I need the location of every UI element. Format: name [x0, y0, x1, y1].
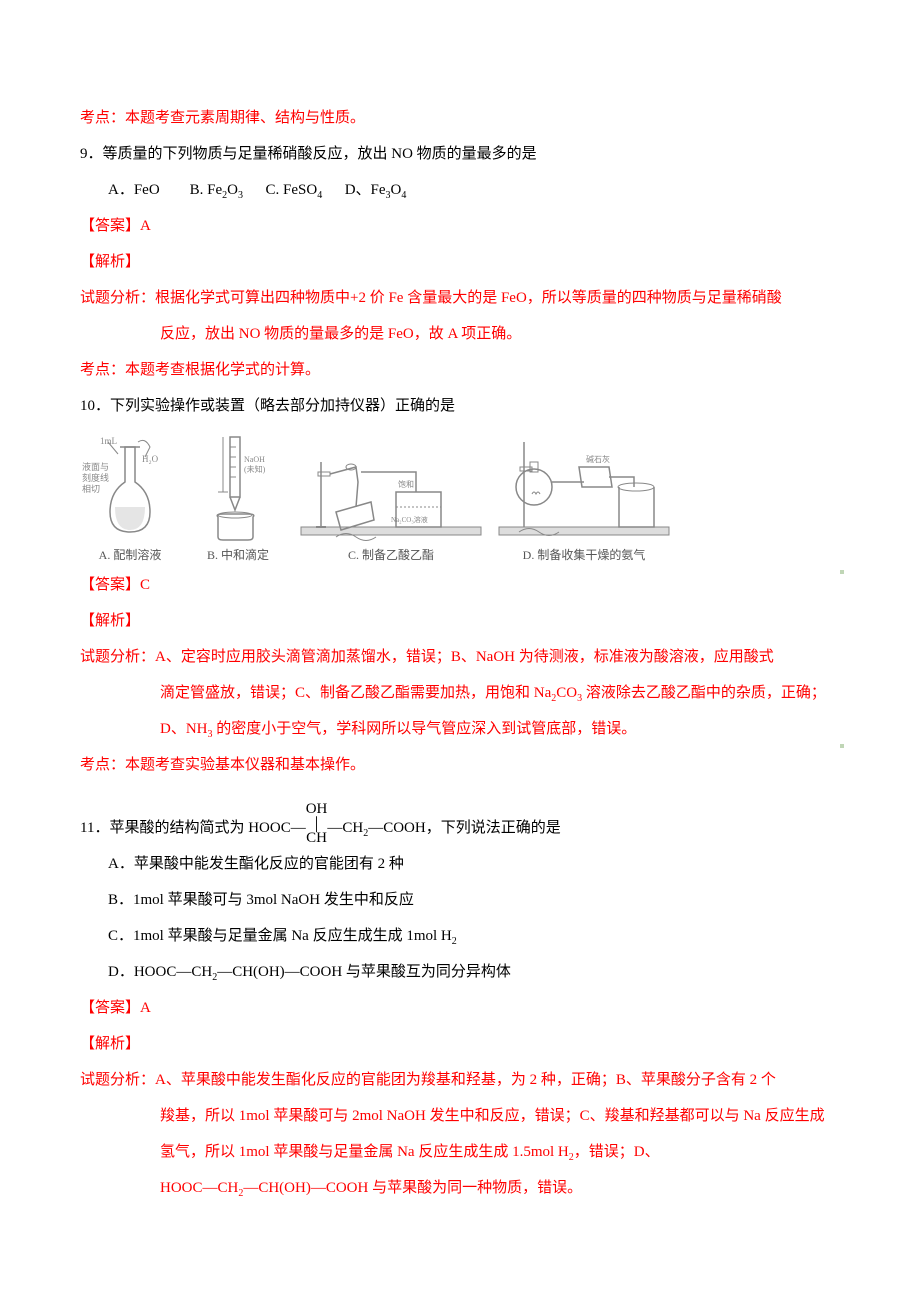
txt: —CH(OH)—COOH 与苹果酸为同一种物质，错误。 [243, 1180, 582, 1196]
margin-marker [840, 744, 844, 748]
q9-kaodian: 考点：本题考查根据化学式的计算。 [80, 352, 840, 388]
q10-fenxi-3: D、NH3 的密度小于空气，学科网所以导气管应深入到试管底部，错误。 [80, 711, 840, 747]
txt: D、Fe [322, 182, 385, 198]
lbl: 液面与 [82, 461, 109, 472]
sub: 4 [401, 190, 406, 201]
fig-d: 碱石灰 D. 制备收集干燥的氨气 [494, 432, 674, 563]
q11-optB: B．1mol 苹果酸可与 3mol NaOH 发生中和反应 [80, 882, 840, 918]
sub: 2 [452, 936, 457, 947]
q11-fenxi-1: 试题分析：A、苹果酸中能发生酯化反应的官能团为羧基和羟基，为 2 种，正确；B、… [80, 1062, 840, 1098]
lbl: 碱石灰 [586, 454, 610, 464]
txt: 滴定管盛放，错误；C、制备乙酸乙酯需要加热，用饱和 Na [160, 685, 551, 701]
fig-b-caption: B. 中和滴定 [207, 546, 269, 563]
q10-fenxi-1: 试题分析：A、定容时应用胶头滴管滴加蒸馏水，错误；B、NaOH 为待测液，标准液… [80, 639, 840, 675]
txt: HOOC—CH [160, 1180, 238, 1196]
margin-marker [840, 570, 844, 574]
ester-apparatus-icon: 饱和 Na₂CO₃溶液 [296, 432, 486, 542]
txt: D、NH [160, 721, 208, 737]
q9-stem: 9．等质量的下列物质与足量稀硝酸反应，放出 NO 物质的量最多的是 [80, 136, 840, 172]
q10-kaodian: 考点：本题考查实验基本仪器和基本操作。 [80, 747, 840, 783]
fig-a: 1mL 液面与 刻度线 相切 H₂O A. 配制溶液 [80, 432, 180, 563]
q10-fenxi-2: 滴定管盛放，错误；C、制备乙酸乙酯需要加热，用饱和 Na2CO3 溶液除去乙酸乙… [80, 675, 840, 711]
txt: 氢气，所以 1mol 苹果酸与足量金属 Na 反应生成生成 1.5mol H [160, 1144, 569, 1160]
q9-answer: 【答案】A [80, 208, 840, 244]
txt: —CH(OH)—COOH 与苹果酸互为同分异构体 [217, 964, 511, 980]
bond: │ [306, 818, 328, 830]
fig-b: NaOH (未知) B. 中和滴定 [188, 432, 288, 563]
txt: ，错误；D、 [574, 1144, 660, 1160]
ammonia-apparatus-icon: 碱石灰 [494, 432, 674, 542]
flask-icon: 1mL 液面与 刻度线 相切 H₂O [80, 432, 180, 542]
txt: 溶液除去乙酸乙酯中的杂质，正确； [582, 685, 826, 701]
q9-fenxi-2: 反应，放出 NO 物质的量最多的是 FeO，故 A 项正确。 [80, 316, 840, 352]
txt: —COOH，下列说法正确的是 [368, 820, 561, 836]
q11-optC: C．1mol 苹果酸与足量金属 Na 反应生成生成 1mol H2 [80, 918, 840, 954]
q10-jiexi: 【解析】 [80, 603, 840, 639]
q11-fenxi-3: 氢气，所以 1mol 苹果酸与足量金属 Na 反应生成生成 1.5mol H2，… [80, 1134, 840, 1170]
q11-stem: 11．苹果酸的结构简式为 HOOC—OH│CH—CH2—COOH，下列说法正确的… [80, 801, 840, 846]
txt: D．HOOC—CH [108, 964, 212, 980]
lbl: 1mL [100, 436, 117, 446]
txt: CO [556, 685, 577, 701]
txt: 11．苹果酸的结构简式为 HOOC— [80, 820, 306, 836]
q8-kaodian: 考点：本题考查元素周期律、结构与性质。 [80, 100, 840, 136]
q9-opt-text: A．FeO B. Fe [108, 182, 222, 198]
txt: C．1mol 苹果酸与足量金属 Na 反应生成生成 1mol H [108, 928, 452, 944]
lbl: H₂O [142, 454, 159, 464]
q11-jiexi: 【解析】 [80, 1026, 840, 1062]
fig-c-caption: C. 制备乙酸乙酯 [348, 546, 434, 563]
q10-stem: 10．下列实验操作或装置（略去部分加持仪器）正确的是 [80, 388, 840, 424]
lbl: 刻度线 [82, 472, 109, 483]
txt: C. FeSO [243, 182, 317, 198]
q11-optA: A．苹果酸中能发生酯化反应的官能团有 2 种 [80, 846, 840, 882]
q10-figures: 1mL 液面与 刻度线 相切 H₂O A. 配制溶液 [80, 432, 840, 563]
lbl: 相切 [82, 483, 100, 494]
q11-answer: 【答案】A [80, 990, 840, 1026]
q9-options: A．FeO B. Fe2O3 C. FeSO4 D、Fe3O4 [80, 172, 840, 208]
txt: —CH [327, 820, 363, 836]
lbl: NaOH [244, 455, 265, 464]
q11-optD: D．HOOC—CH2—CH(OH)—COOH 与苹果酸互为同分异构体 [80, 954, 840, 990]
txt: 的密度小于空气，学科网所以导气管应深入到试管底部，错误。 [213, 721, 637, 737]
q10-answer: 【答案】C [80, 567, 840, 603]
fig-a-caption: A. 配制溶液 [99, 546, 162, 563]
txt: O [391, 182, 402, 198]
fig-c: 饱和 Na₂CO₃溶液 C. 制备乙酸乙酯 [296, 432, 486, 563]
lbl: (未知) [244, 464, 266, 474]
burette-icon: NaOH (未知) [188, 432, 288, 542]
q11-fenxi-4: HOOC—CH2—CH(OH)—COOH 与苹果酸为同一种物质，错误。 [80, 1170, 840, 1206]
lbl: Na₂CO₃溶液 [391, 515, 428, 524]
txt: O [227, 182, 238, 198]
oh-structure: OH│CH [306, 801, 328, 846]
document-page: 考点：本题考查元素周期律、结构与性质。 9．等质量的下列物质与足量稀硝酸反应，放… [0, 0, 920, 1266]
ch: CH [306, 830, 327, 846]
q9-fenxi-1: 试题分析：根据化学式可算出四种物质中+2 价 Fe 含量最大的是 FeO，所以等… [80, 280, 840, 316]
lbl: 饱和 [398, 479, 414, 489]
fig-d-caption: D. 制备收集干燥的氨气 [523, 546, 646, 563]
q11-fenxi-2: 羧基，所以 1mol 苹果酸可与 2mol NaOH 发生中和反应，错误；C、羧… [80, 1098, 840, 1134]
q9-jiexi: 【解析】 [80, 244, 840, 280]
